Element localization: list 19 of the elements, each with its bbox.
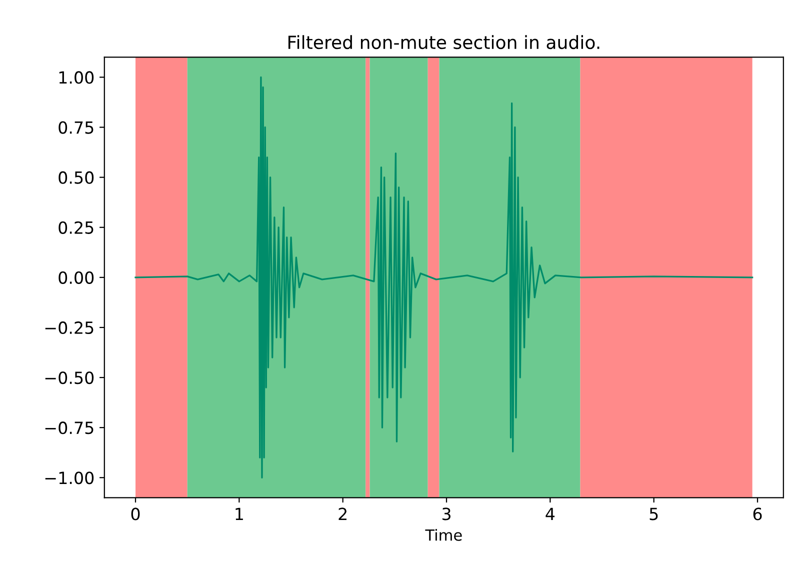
x-tick-label: 1 bbox=[236, 508, 243, 520]
x-tick-label: 3 bbox=[442, 508, 450, 520]
line-series bbox=[134, 76, 754, 478]
x-tick-label: 6 bbox=[753, 508, 762, 520]
y-tick-label: 0.50 bbox=[58, 171, 94, 184]
y-tick-label: 0.75 bbox=[58, 121, 94, 134]
x-tick-label: 5 bbox=[650, 508, 658, 520]
y-tick-label: 1.00 bbox=[59, 71, 94, 84]
x-tick-label: 0 bbox=[131, 508, 140, 520]
x-tick-label: 4 bbox=[546, 508, 555, 520]
x-axis-title: Time bbox=[425, 529, 462, 541]
x-tick-label: 2 bbox=[338, 508, 346, 520]
y-tick-label: 0.00 bbox=[58, 271, 94, 284]
y-tick-label: −0.25 bbox=[45, 321, 94, 334]
chart-title: Filtered non-mute section in audio. bbox=[288, 35, 600, 50]
y-tick-label: 0.25 bbox=[58, 221, 94, 234]
y-tick-label: −0.50 bbox=[45, 371, 94, 384]
y-tick-label: −0.75 bbox=[45, 422, 94, 434]
y-tick-label: −1.00 bbox=[45, 472, 94, 484]
